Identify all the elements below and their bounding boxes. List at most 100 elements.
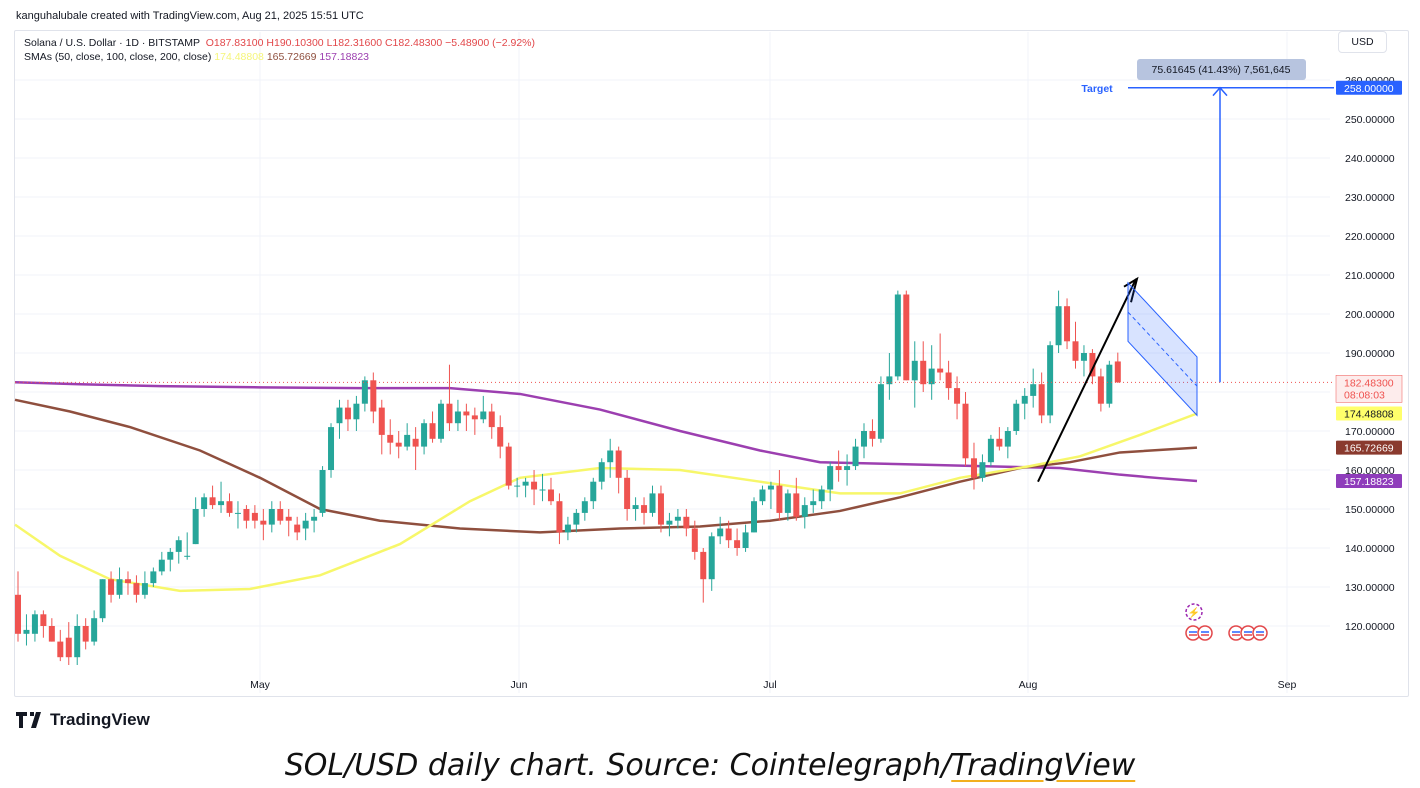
candle-body (674, 516, 681, 521)
pole-arrow-line (1037, 278, 1137, 483)
target-price-tag: 258.00000 (1344, 83, 1394, 95)
candle-body (99, 579, 106, 619)
candle-body (344, 407, 351, 420)
candle-body (251, 512, 258, 521)
y-tick-label: 190.00000 (1345, 348, 1395, 360)
candle-body (192, 509, 199, 545)
candle-body (311, 516, 318, 521)
currency-button[interactable]: USD (1338, 31, 1387, 53)
symbol-label[interactable]: Solana / U.S. Dollar · 1D · BITSTAMP (24, 37, 200, 49)
candle-body (607, 450, 614, 463)
candle-body (65, 637, 72, 658)
sma200-value: 157.18823 (319, 51, 370, 63)
candle-body (429, 423, 436, 439)
tradingview-logo: TradingView (16, 710, 150, 730)
candle-body (844, 466, 851, 470)
measure-box (1137, 59, 1306, 80)
candle-body (666, 520, 673, 525)
candle-body (581, 501, 588, 513)
caption-link[interactable]: TradingView (951, 748, 1136, 783)
candle-body (1055, 306, 1062, 346)
logo-text: TradingView (50, 710, 150, 729)
y-tick-label: 210.00000 (1345, 270, 1395, 282)
candle-body (615, 450, 622, 478)
caption-main: SOL/USD daily chart. Source: Cointelegra… (284, 748, 952, 783)
candle-body (505, 446, 512, 486)
y-tick-label: 150.00000 (1345, 504, 1395, 516)
candle-body (970, 458, 977, 478)
candle-body (954, 388, 961, 404)
candle-body (1114, 361, 1121, 383)
candle-body (827, 466, 834, 490)
candle-body (404, 434, 411, 447)
candle-body (302, 520, 309, 529)
sma-indicator-label[interactable]: SMAs (50, close, 100, close, 200, close) (24, 51, 212, 63)
candle-body (260, 520, 267, 525)
candle-body (539, 489, 546, 491)
candle-body (700, 551, 707, 580)
candle-body (556, 501, 563, 533)
candle-body (987, 438, 994, 463)
candle-body (624, 477, 631, 509)
candle-body (649, 493, 656, 513)
candle-body (920, 360, 927, 385)
candle-body (751, 501, 758, 533)
candle-body (446, 403, 453, 424)
candle-body (861, 431, 867, 447)
candle-body (903, 294, 910, 381)
candle-body (1072, 341, 1079, 361)
candle-body (1021, 395, 1028, 404)
candle-body (1013, 403, 1020, 431)
candle-body (767, 485, 774, 490)
candle-body (962, 403, 969, 459)
candle-body (937, 368, 944, 373)
figure-caption: SOL/USD daily chart. Source: Cointelegra… (0, 748, 1420, 783)
ohlc-low: L182.31600 (326, 37, 383, 49)
y-tick-label: 120.00000 (1345, 621, 1395, 633)
y-tick-label: 230.00000 (1345, 192, 1395, 204)
candle-body (40, 614, 47, 626)
candle-body (590, 481, 597, 502)
candle-body (116, 579, 123, 595)
candle-body (810, 501, 817, 506)
candle-body (708, 536, 715, 580)
candle-body (353, 403, 360, 420)
candle-body (514, 485, 521, 487)
candle-body (141, 583, 148, 595)
candle-body (1038, 384, 1045, 416)
x-tick-label: May (250, 679, 271, 691)
candle-body (801, 505, 808, 517)
ohlc-open: O187.83100 (205, 37, 264, 49)
candle-body (632, 505, 639, 509)
candle-body (91, 618, 98, 642)
candle-body (1047, 345, 1054, 416)
candle-body (547, 489, 554, 502)
economic-event-icon (1197, 625, 1213, 641)
candle-body (82, 626, 89, 642)
last-price-tag: 182.48300 (1344, 377, 1394, 389)
sma50-price-tag-bg (1336, 406, 1402, 421)
candle-body (717, 528, 724, 537)
countdown-tag: 08:08:03 (1344, 389, 1385, 401)
ohlc-change: −5.48900 (−2.92%) (445, 37, 536, 49)
candle-body (328, 427, 335, 470)
candle-body (573, 512, 580, 525)
y-tick-label: 220.00000 (1345, 231, 1395, 243)
sma200-price-tag-bg (1336, 473, 1402, 488)
candle-body (869, 431, 876, 439)
candle-body (108, 579, 115, 595)
candle-body (48, 626, 55, 642)
candle-body (497, 427, 504, 447)
candle-body (928, 368, 935, 385)
candle-body (378, 407, 385, 435)
candle-body (243, 509, 250, 521)
candle-body (641, 505, 648, 513)
candle-body (522, 481, 529, 486)
candle-body (463, 411, 470, 416)
candle-body (31, 614, 38, 634)
candle-body (886, 376, 893, 385)
candle-body (725, 528, 732, 541)
x-tick-label: Sep (1278, 679, 1297, 691)
candle-body (234, 512, 241, 514)
